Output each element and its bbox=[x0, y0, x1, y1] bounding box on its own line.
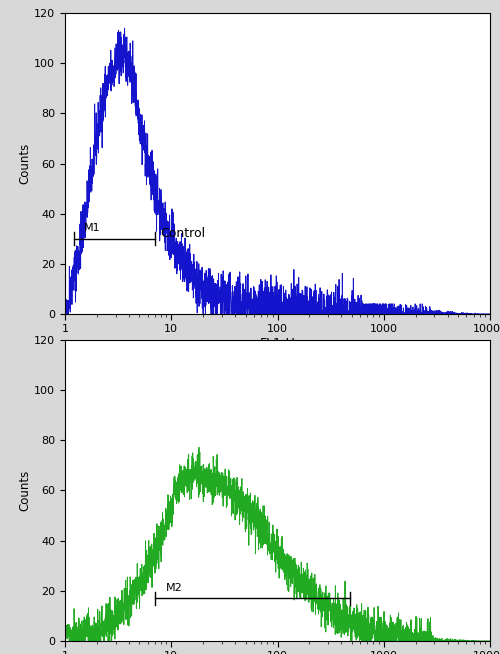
Y-axis label: Counts: Counts bbox=[18, 470, 32, 511]
X-axis label: FL1-H: FL1-H bbox=[260, 337, 296, 350]
Text: M2: M2 bbox=[166, 583, 182, 593]
Y-axis label: Counts: Counts bbox=[18, 143, 32, 184]
Text: M1: M1 bbox=[84, 223, 100, 233]
Text: Control: Control bbox=[160, 228, 206, 241]
